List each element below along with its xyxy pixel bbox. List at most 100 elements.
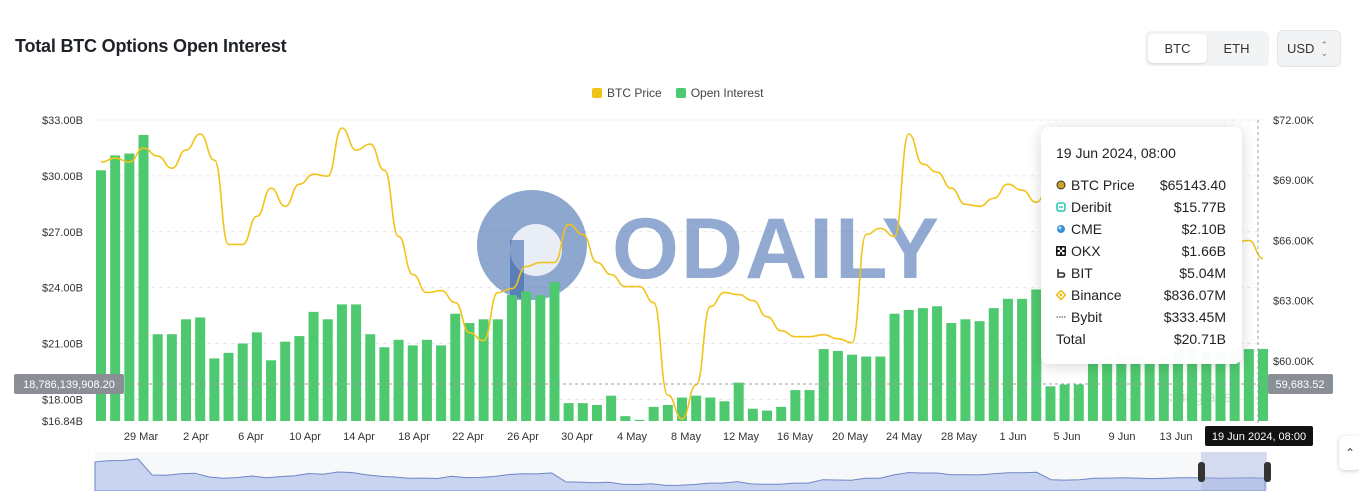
oi-bar[interactable] bbox=[407, 345, 418, 421]
navigator-selection[interactable] bbox=[1201, 452, 1267, 491]
oi-bar[interactable] bbox=[691, 395, 702, 421]
oi-bar[interactable] bbox=[166, 334, 177, 421]
oi-bar[interactable] bbox=[606, 395, 617, 421]
oi-bar[interactable] bbox=[776, 406, 787, 421]
oi-bar[interactable] bbox=[1130, 356, 1141, 421]
oi-bar[interactable] bbox=[421, 339, 432, 421]
oi-bar[interactable] bbox=[450, 313, 461, 421]
oi-bar[interactable] bbox=[563, 403, 574, 421]
tooltip-row-total: Total $20.71B bbox=[1056, 328, 1226, 350]
oi-bar[interactable] bbox=[1116, 354, 1127, 421]
oi-bar[interactable] bbox=[351, 304, 362, 421]
oi-bar[interactable] bbox=[478, 319, 489, 421]
oi-bar[interactable] bbox=[705, 397, 716, 421]
oi-bar[interactable] bbox=[1243, 349, 1254, 421]
oi-bar[interactable] bbox=[932, 306, 943, 421]
oi-bar[interactable] bbox=[1017, 298, 1028, 421]
oi-bar[interactable] bbox=[719, 401, 730, 421]
oi-bar[interactable] bbox=[790, 390, 801, 421]
oi-bar[interactable] bbox=[549, 282, 560, 421]
tooltip-row-binance: Binance $836.07M bbox=[1056, 284, 1226, 306]
left-axis-tick-label: $21.00B bbox=[42, 339, 83, 351]
oi-bar[interactable] bbox=[1158, 354, 1169, 421]
x-axis-tick-label: 2 Apr bbox=[183, 431, 209, 443]
oi-bar[interactable] bbox=[832, 350, 843, 421]
oi-bar[interactable] bbox=[110, 155, 121, 422]
oi-bar[interactable] bbox=[960, 319, 971, 421]
oi-bar[interactable] bbox=[1087, 364, 1098, 421]
oi-bar[interactable] bbox=[1031, 289, 1042, 421]
oi-bar[interactable] bbox=[152, 334, 163, 421]
oi-bar[interactable] bbox=[591, 404, 602, 421]
oi-bar[interactable] bbox=[577, 403, 588, 421]
watermark-logo-stem bbox=[510, 240, 524, 300]
oi-bar[interactable] bbox=[634, 419, 645, 421]
oi-bar[interactable] bbox=[195, 317, 206, 421]
navigator-left-handle[interactable] bbox=[1198, 462, 1205, 482]
oi-bar[interactable] bbox=[733, 382, 744, 421]
legend-item-btc-price[interactable]: BTC Price bbox=[592, 86, 662, 100]
oi-bar[interactable] bbox=[1258, 348, 1268, 421]
oi-bar[interactable] bbox=[677, 397, 687, 421]
oi-bar[interactable] bbox=[521, 291, 532, 421]
oi-bar[interactable] bbox=[294, 336, 305, 421]
oi-bar[interactable] bbox=[847, 354, 858, 421]
oi-bar[interactable] bbox=[1045, 386, 1056, 421]
eth-toggle-button[interactable]: ETH bbox=[1223, 41, 1250, 56]
oi-bar[interactable] bbox=[903, 309, 914, 421]
oi-bar[interactable] bbox=[620, 416, 631, 421]
navigator-right-handle[interactable] bbox=[1264, 462, 1271, 482]
oi-bar[interactable] bbox=[1144, 360, 1155, 421]
oi-bar[interactable] bbox=[747, 408, 758, 421]
oi-bar[interactable] bbox=[124, 153, 135, 421]
oi-bar[interactable] bbox=[917, 308, 928, 421]
oi-bar[interactable] bbox=[818, 349, 829, 421]
oi-bar[interactable] bbox=[251, 332, 262, 421]
oi-bar[interactable] bbox=[988, 308, 999, 421]
scroll-top-button[interactable]: ⌃ bbox=[1339, 436, 1359, 470]
oi-bar[interactable] bbox=[138, 134, 149, 421]
left-axis-tick-label: $33.00B bbox=[42, 115, 83, 127]
oi-bar[interactable] bbox=[266, 360, 277, 421]
oi-bar[interactable] bbox=[1073, 384, 1084, 421]
oi-bar[interactable] bbox=[223, 352, 234, 421]
oi-bar[interactable] bbox=[365, 334, 376, 421]
oi-bar[interactable] bbox=[662, 404, 673, 421]
oi-bar[interactable] bbox=[1172, 349, 1183, 421]
oi-bar[interactable] bbox=[1229, 350, 1240, 421]
oi-bar[interactable] bbox=[1201, 350, 1212, 421]
oi-bar[interactable] bbox=[974, 321, 985, 421]
oi-bar[interactable] bbox=[280, 341, 291, 421]
left-axis-tick-label: $27.00B bbox=[42, 227, 83, 239]
oi-bar[interactable] bbox=[393, 339, 404, 421]
oi-bar[interactable] bbox=[181, 319, 192, 421]
oi-bar[interactable] bbox=[1102, 358, 1113, 421]
oi-bar[interactable] bbox=[1187, 347, 1198, 421]
oi-bar[interactable] bbox=[889, 313, 900, 421]
oi-bar[interactable] bbox=[875, 356, 886, 421]
oi-bar[interactable] bbox=[464, 323, 475, 421]
x-axis-tick-label: 28 May bbox=[941, 431, 978, 443]
oi-bar[interactable] bbox=[492, 319, 503, 421]
oi-bar[interactable] bbox=[804, 390, 815, 421]
oi-bar[interactable] bbox=[1002, 298, 1013, 421]
oi-bar[interactable] bbox=[96, 170, 106, 421]
oi-bar[interactable] bbox=[861, 356, 872, 421]
oi-bar[interactable] bbox=[322, 319, 333, 421]
oi-bar[interactable] bbox=[1215, 352, 1226, 421]
oi-bar[interactable] bbox=[535, 295, 546, 421]
currency-select[interactable]: USD ⌃ ⌄ bbox=[1277, 30, 1341, 67]
oi-bar[interactable] bbox=[336, 304, 347, 421]
oi-bar[interactable] bbox=[436, 345, 447, 421]
oi-bar[interactable] bbox=[237, 343, 248, 421]
oi-bar[interactable] bbox=[762, 410, 773, 421]
oi-bar[interactable] bbox=[648, 406, 659, 421]
oi-bar[interactable] bbox=[308, 311, 319, 421]
oi-bar[interactable] bbox=[946, 323, 957, 421]
oi-bar[interactable] bbox=[209, 358, 220, 421]
legend-item-open-interest[interactable]: Open Interest bbox=[675, 86, 763, 100]
btc-toggle-button[interactable]: BTC bbox=[1148, 34, 1207, 63]
oi-bar[interactable] bbox=[1059, 384, 1070, 421]
oi-bar[interactable] bbox=[506, 295, 517, 421]
